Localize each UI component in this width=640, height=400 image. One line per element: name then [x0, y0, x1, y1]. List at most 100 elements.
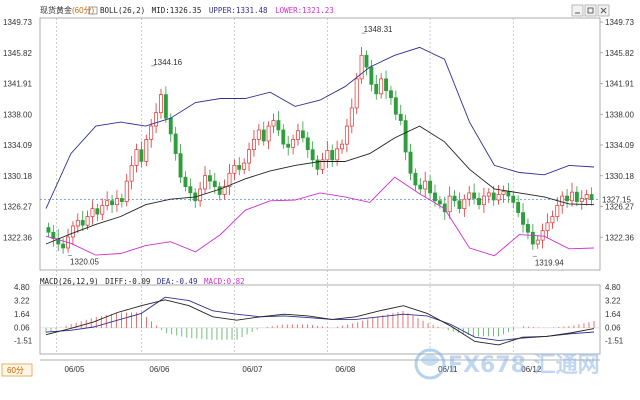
candle-body[interactable] — [300, 130, 305, 139]
candle-body[interactable] — [364, 54, 369, 68]
candle-body[interactable] — [540, 230, 545, 241]
candle-body[interactable] — [251, 139, 256, 151]
candle-body[interactable] — [163, 94, 168, 119]
candle-body[interactable] — [178, 153, 183, 178]
candle-body[interactable] — [203, 175, 207, 190]
candle-body[interactable] — [90, 208, 95, 217]
candle-body[interactable] — [134, 149, 139, 166]
candle-body[interactable] — [139, 149, 144, 162]
candle-body[interactable] — [129, 165, 134, 182]
period-badge[interactable]: 60分 — [1, 363, 33, 377]
candle-body[interactable] — [501, 190, 506, 195]
candle-body[interactable] — [491, 192, 496, 201]
candle-body[interactable] — [335, 148, 340, 161]
candle-body[interactable] — [286, 143, 291, 148]
candle-body[interactable] — [477, 198, 481, 206]
candle-body[interactable] — [565, 195, 570, 202]
candle-body[interactable] — [589, 194, 594, 200]
candle-body[interactable] — [85, 216, 90, 226]
candle-body[interactable] — [457, 200, 462, 209]
candle-body[interactable] — [183, 176, 188, 187]
candle-body[interactable] — [516, 202, 521, 213]
candle-body[interactable] — [256, 129, 261, 140]
candle-body[interactable] — [154, 112, 159, 127]
candle-body[interactable] — [374, 84, 379, 95]
candle-body[interactable] — [418, 184, 423, 190]
candle-body[interactable] — [472, 192, 477, 199]
candle-body[interactable] — [222, 186, 227, 195]
close-button[interactable] — [597, 4, 610, 17]
candle-body[interactable] — [305, 137, 310, 151]
candle-body[interactable] — [467, 192, 472, 200]
candle-body[interactable] — [271, 120, 276, 127]
candle-body[interactable] — [310, 149, 315, 161]
candle-body[interactable] — [266, 125, 271, 142]
candle-body[interactable] — [437, 200, 442, 205]
candle-body[interactable] — [481, 195, 486, 206]
candle-body[interactable] — [237, 165, 242, 170]
candle-body[interactable] — [173, 133, 178, 154]
candle-body[interactable] — [159, 94, 163, 114]
candle-body[interactable] — [95, 208, 100, 215]
candle-body[interactable] — [525, 224, 530, 233]
candle-body[interactable] — [217, 186, 222, 195]
candle-body[interactable] — [212, 180, 217, 187]
candle-body[interactable] — [320, 159, 325, 170]
candle-body[interactable] — [521, 212, 526, 225]
candle-body[interactable] — [232, 165, 237, 174]
candle-body[interactable] — [423, 180, 428, 190]
candle-body[interactable] — [584, 194, 589, 199]
candle-body[interactable] — [281, 129, 286, 145]
candle-body[interactable] — [344, 125, 349, 145]
candle-body[interactable] — [247, 149, 252, 164]
candle-body[interactable] — [105, 200, 110, 206]
candle-body[interactable] — [261, 129, 266, 142]
candle-body[interactable] — [340, 143, 344, 150]
candle-body[interactable] — [75, 220, 80, 227]
candle-body[interactable] — [144, 139, 149, 162]
candle-body[interactable] — [384, 78, 389, 92]
candle-body[interactable] — [354, 78, 359, 109]
candle-body[interactable] — [369, 66, 374, 85]
minimize-button[interactable] — [571, 4, 584, 17]
candle-body[interactable] — [452, 195, 457, 202]
candle-body[interactable] — [486, 192, 491, 197]
candle-body[interactable] — [447, 195, 452, 213]
candle-body[interactable] — [168, 117, 173, 135]
candle-body[interactable] — [276, 120, 281, 131]
candle-body[interactable] — [408, 151, 413, 174]
candle-body[interactable] — [149, 125, 154, 140]
candle-body[interactable] — [46, 227, 51, 233]
candle-body[interactable] — [545, 222, 550, 232]
candle-body[interactable] — [570, 191, 574, 202]
candle-body[interactable] — [291, 139, 296, 148]
maximize-button[interactable] — [584, 4, 597, 17]
candle-body[interactable] — [100, 205, 105, 215]
candle-body[interactable] — [428, 180, 433, 194]
candle-body[interactable] — [433, 192, 437, 202]
candle-body[interactable] — [80, 220, 85, 226]
candle-body[interactable] — [398, 113, 403, 121]
candle-body[interactable] — [579, 198, 584, 202]
candle-body[interactable] — [403, 120, 408, 153]
candle-body[interactable] — [315, 159, 320, 170]
indicator-toggle-icon[interactable] — [88, 6, 98, 15]
candle-body[interactable] — [242, 162, 247, 170]
candle-body[interactable] — [393, 97, 398, 115]
candle-body[interactable] — [110, 200, 115, 206]
candle-body[interactable] — [555, 205, 560, 217]
candle-body[interactable] — [349, 107, 354, 127]
candle-body[interactable] — [330, 150, 335, 161]
candle-body[interactable] — [114, 198, 119, 206]
candle-body[interactable] — [61, 243, 66, 249]
candle-body[interactable] — [296, 130, 300, 140]
candle-body[interactable] — [530, 231, 535, 245]
candle-body[interactable] — [413, 172, 418, 186]
candle-body[interactable] — [70, 225, 75, 238]
candle-body[interactable] — [119, 198, 124, 202]
candle-body[interactable] — [124, 180, 129, 202]
candle-body[interactable] — [506, 190, 511, 197]
candle-body[interactable] — [560, 195, 565, 206]
candle-body[interactable] — [535, 239, 540, 245]
